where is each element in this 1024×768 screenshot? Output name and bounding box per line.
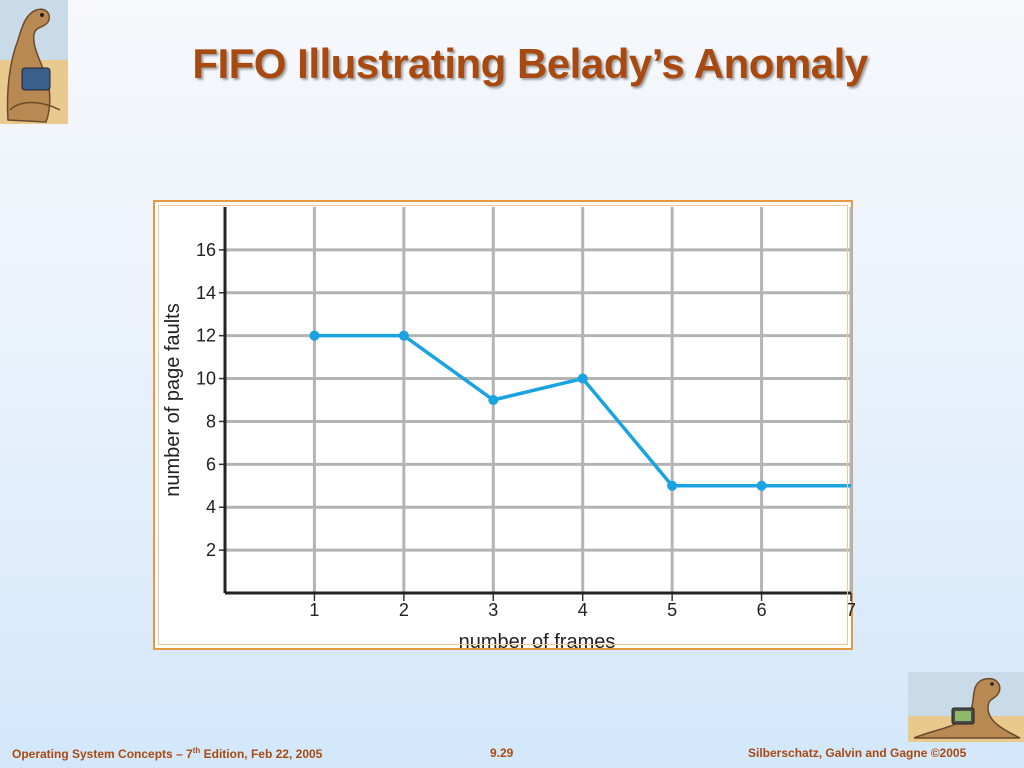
x-tick-label: 4 [578,600,588,620]
y-tick-label: 2 [206,540,216,560]
data-point [667,480,678,491]
x-tick-label: 2 [399,600,409,620]
y-tick-label: 4 [206,497,216,517]
y-tick-label: 12 [196,326,216,346]
y-tick-label: 10 [196,369,216,389]
data-point [756,480,767,491]
y-tick-label: 6 [206,454,216,474]
x-tick-label: 7 [846,600,855,620]
x-tick-label: 5 [667,600,677,620]
data-point [398,330,409,341]
footer-book-title: Operating System Concepts – 7th Edition,… [12,746,323,761]
footer-copyright: Silberschatz, Galvin and Gagne ©2005 [748,746,967,760]
y-axis-label: number of page faults [162,303,184,496]
chart-frame: 2 4 6 8 10 12 14 16 1 2 3 4 5 6 7 number of frames numbe… [153,200,855,652]
x-tick-label: 1 [309,600,319,620]
x-tick-label: 3 [488,600,498,620]
data-point [577,373,588,384]
slide-title: FIFO Illustrating Belady’s Anomaly [192,40,868,87]
data-point [488,395,499,405]
y-tick-label: 14 [196,283,216,303]
dinosaur-logo-bottom-right [908,672,1024,742]
x-tick-label: 6 [757,600,767,620]
y-tick-label: 16 [196,240,216,260]
y-tick-label: 8 [206,411,216,431]
data-point [309,330,320,341]
footer-slide-number: 9.29 [490,746,514,760]
dinosaur-logo-top-left [0,0,68,124]
x-axis-label: number of frames [459,631,616,652]
